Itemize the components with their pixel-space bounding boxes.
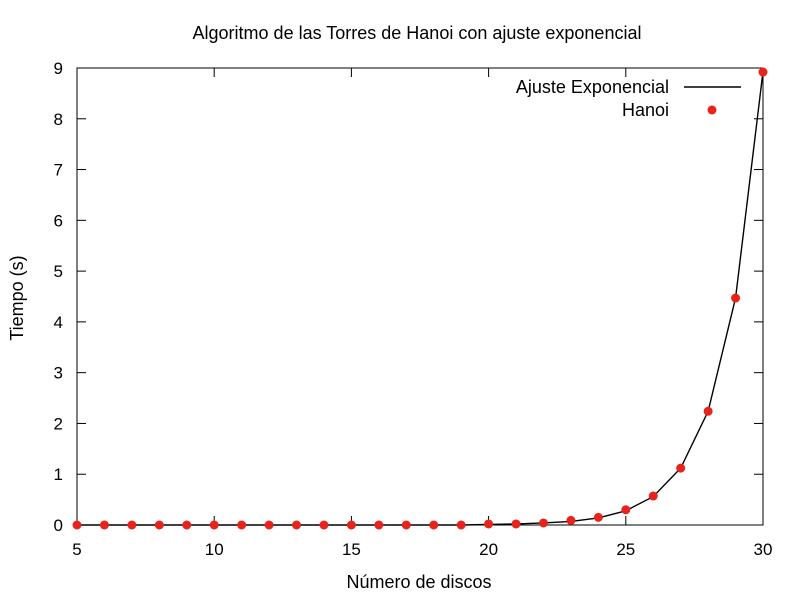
data-point-hanoi	[429, 520, 439, 530]
x-tick-label: 5	[72, 540, 81, 559]
fit-curve-line	[77, 71, 764, 526]
data-point-hanoi	[676, 463, 686, 473]
data-point-hanoi	[621, 505, 631, 515]
data-point-hanoi	[237, 520, 247, 530]
y-tick-label: 2	[54, 414, 63, 433]
data-point-hanoi	[484, 519, 494, 529]
data-point-hanoi	[99, 520, 109, 530]
data-point-hanoi	[538, 518, 548, 528]
data-point-hanoi	[511, 519, 521, 529]
legend: Ajuste Exponencial Hanoi	[516, 77, 741, 120]
x-axis: 5 10 15 20 25 30	[72, 68, 772, 559]
y-tick-label: 4	[54, 313, 63, 332]
data-point-hanoi	[264, 520, 274, 530]
data-point-hanoi	[758, 67, 768, 77]
legend-marker-swatch	[707, 105, 717, 115]
y-tick-label: 6	[54, 211, 63, 230]
data-point-hanoi	[346, 520, 356, 530]
series-layer	[72, 67, 768, 530]
data-point-hanoi	[456, 520, 466, 530]
plot-area-border	[76, 67, 764, 526]
data-point-hanoi	[731, 293, 741, 303]
chart-title: Algoritmo de las Torres de Hanoi con aju…	[193, 23, 642, 43]
x-tick-label: 25	[616, 540, 635, 559]
y-tick-label: 1	[54, 465, 63, 484]
data-point-hanoi	[566, 515, 576, 525]
legend-label-ajuste-exponencial: Ajuste Exponencial	[516, 77, 669, 97]
x-tick-label: 30	[754, 540, 773, 559]
x-tick-label: 20	[479, 540, 498, 559]
y-tick-label: 7	[54, 161, 63, 180]
y-tick-label: 9	[54, 59, 63, 78]
data-point-hanoi	[401, 520, 411, 530]
y-tick-label: 3	[54, 364, 63, 383]
data-point-hanoi	[127, 520, 137, 530]
legend-label-hanoi: Hanoi	[622, 100, 669, 120]
data-point-hanoi	[209, 520, 219, 530]
data-point-hanoi	[154, 520, 164, 530]
data-point-hanoi	[648, 491, 658, 501]
data-point-hanoi	[374, 520, 384, 530]
y-tick-label: 8	[54, 110, 63, 129]
data-point-hanoi	[703, 406, 713, 416]
data-point-hanoi	[319, 520, 329, 530]
data-point-hanoi	[182, 520, 192, 530]
y-axis-label: Tiempo (s)	[7, 255, 27, 340]
y-tick-label: 5	[54, 262, 63, 281]
data-point-hanoi	[593, 512, 603, 522]
y-axis: 0 1 2 3 4 5 6 7 8 9	[54, 59, 763, 535]
data-point-hanoi	[72, 520, 82, 530]
y-tick-label: 0	[54, 516, 63, 535]
x-tick-label: 10	[205, 540, 224, 559]
x-axis-label: Número de discos	[346, 572, 491, 592]
x-tick-label: 15	[342, 540, 361, 559]
data-point-hanoi	[292, 520, 302, 530]
